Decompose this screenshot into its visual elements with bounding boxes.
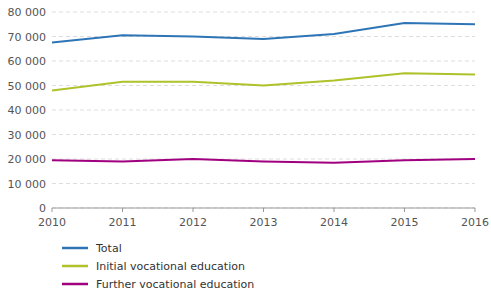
chart-container: 0 10 000 20 000 30 000 40 000 50 000 60 000 70 …: [0, 0, 491, 302]
x-tick: [475, 208, 476, 212]
series-line: [52, 23, 475, 43]
grid-line: [52, 12, 475, 13]
x-tick-label: 2013: [250, 216, 278, 229]
legend-swatch: [62, 283, 88, 286]
x-tick-label: 2012: [179, 216, 207, 229]
legend: Total Initial vocational education Further…: [62, 242, 254, 291]
y-tick-label: 40 000: [8, 104, 47, 117]
legend-label: Initial vocational education: [96, 260, 245, 273]
legend-label: Total: [95, 242, 122, 255]
x-tick-label: 2014: [320, 216, 348, 229]
x-tick: [263, 208, 264, 212]
legend-label: Further vocational education: [96, 278, 254, 291]
x-tick-label: 2011: [109, 216, 137, 229]
y-tick-label: 80 000: [8, 6, 47, 19]
y-grid: [52, 12, 475, 208]
y-tick-label: 0: [39, 202, 46, 215]
x-tick: [404, 208, 405, 212]
series-line: [52, 159, 475, 163]
y-tick-label: 60 000: [8, 55, 47, 68]
x-tick-label: 2010: [38, 216, 66, 229]
grid-line: [52, 183, 475, 184]
x-tick: [52, 208, 53, 212]
grid-line: [52, 134, 475, 135]
x-tick: [334, 208, 335, 212]
y-tick-label: 50 000: [8, 80, 47, 93]
chart-svg: 0 10 000 20 000 30 000 40 000 50 000 60 000 70 …: [0, 0, 491, 302]
legend-swatch: [62, 247, 88, 250]
series-line: [52, 73, 475, 90]
legend-swatch: [62, 265, 88, 268]
series-lines: [52, 23, 475, 163]
x-tick: [193, 208, 194, 212]
y-tick-label: 30 000: [8, 129, 47, 142]
x-tick-label: 2015: [391, 216, 419, 229]
grid-line: [52, 110, 475, 111]
y-tick-label: 10 000: [8, 178, 47, 191]
x-tick-label: 2016: [461, 216, 489, 229]
y-tick-label: 70 000: [8, 31, 47, 44]
grid-line: [52, 61, 475, 62]
x-tick: [122, 208, 123, 212]
y-tick-label: 20 000: [8, 153, 47, 166]
